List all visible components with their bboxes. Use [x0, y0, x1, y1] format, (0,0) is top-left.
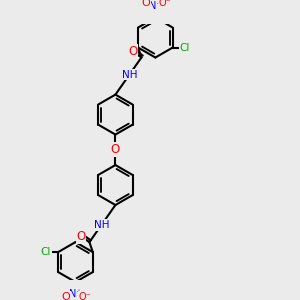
- Text: O: O: [76, 230, 86, 243]
- Text: O: O: [111, 143, 120, 156]
- Text: O: O: [141, 0, 150, 8]
- Text: O⁻: O⁻: [159, 0, 172, 8]
- Text: Cl: Cl: [41, 247, 51, 257]
- Text: NH: NH: [94, 220, 109, 230]
- Text: O⁻: O⁻: [79, 292, 92, 300]
- Text: Cl: Cl: [180, 43, 190, 52]
- Text: O: O: [61, 292, 70, 300]
- Text: N⁺: N⁺: [69, 289, 82, 298]
- Text: NH: NH: [122, 70, 137, 80]
- Text: O: O: [128, 45, 138, 58]
- Text: N⁺: N⁺: [149, 1, 162, 11]
